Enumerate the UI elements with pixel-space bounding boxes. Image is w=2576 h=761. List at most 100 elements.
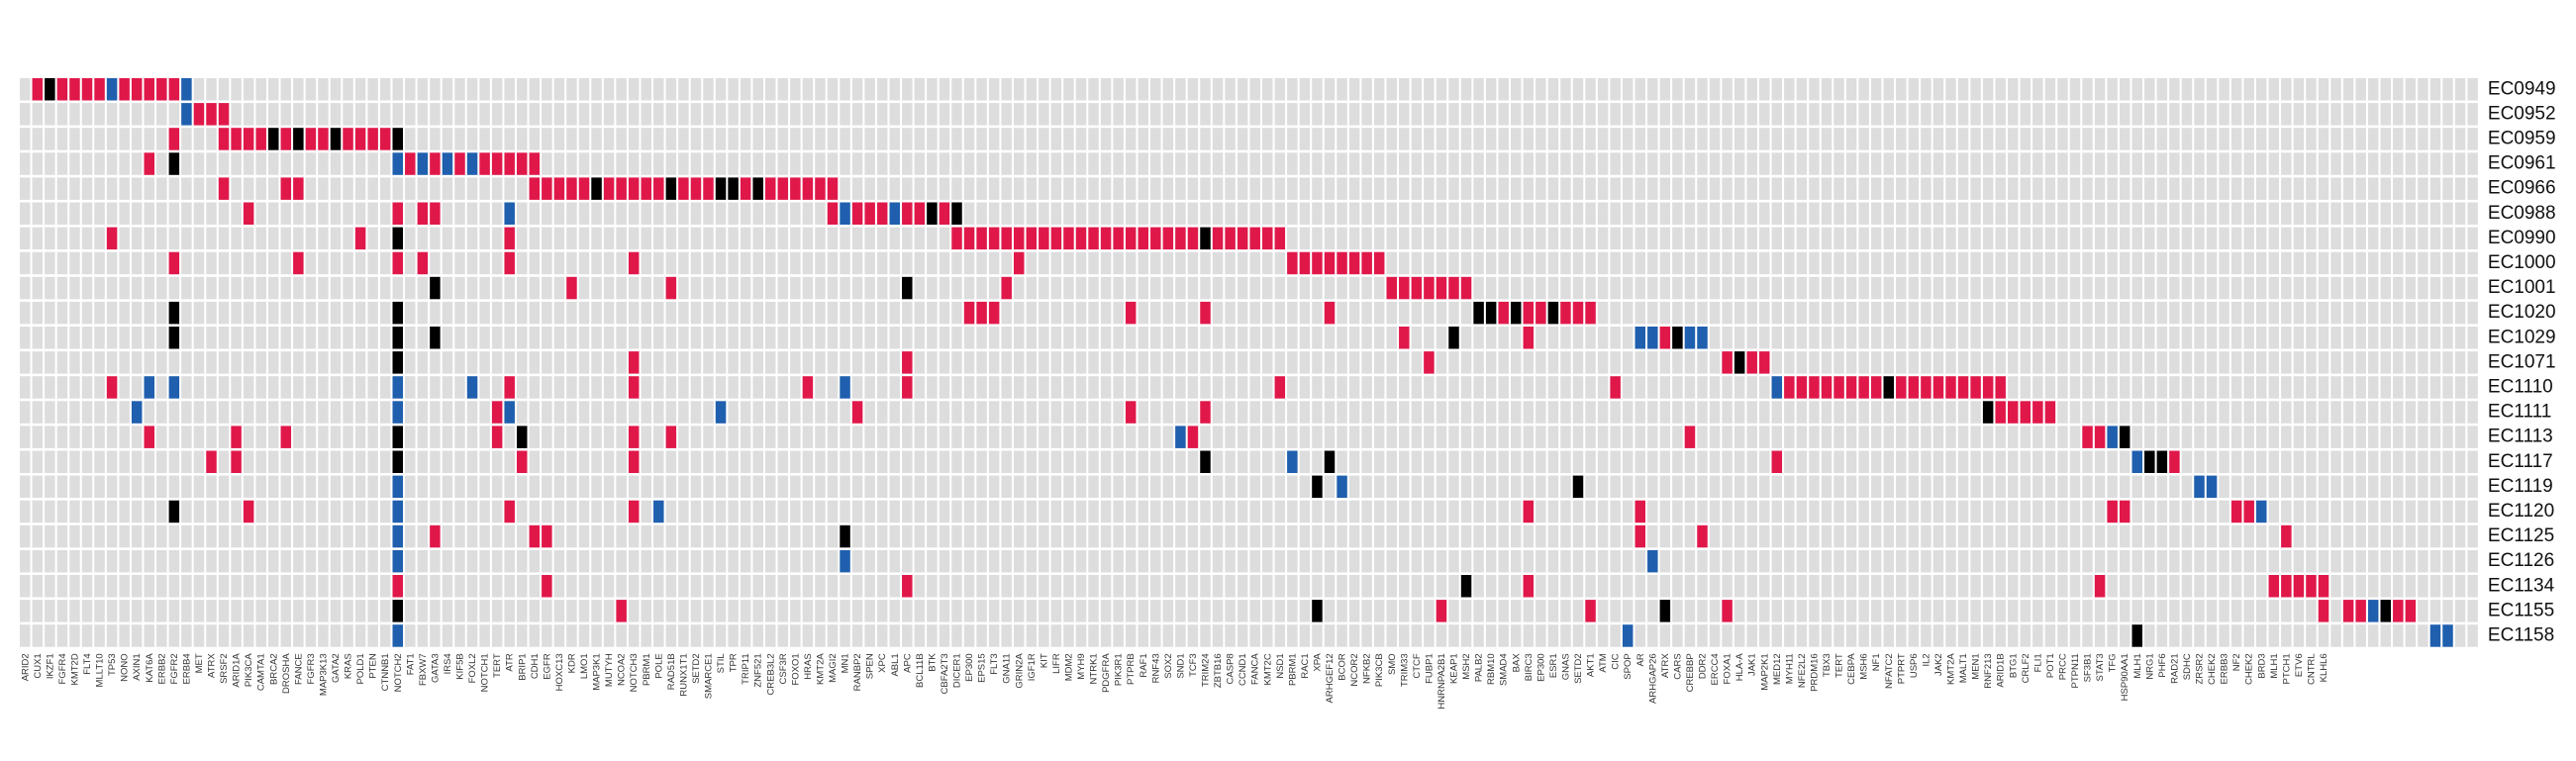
heatmap-cell <box>2020 103 2031 126</box>
heatmap-cell-altered <box>2293 575 2305 598</box>
heatmap-cell <box>1063 78 1074 101</box>
heatmap-cell <box>889 426 900 448</box>
heatmap-cell <box>106 475 118 499</box>
heatmap-cell <box>1982 128 1994 150</box>
heatmap-cell <box>1424 624 1435 647</box>
heatmap-cell <box>379 376 391 399</box>
gene-label: SETD2 <box>1573 653 1584 684</box>
gene-label: TP53 <box>107 653 118 676</box>
gene-label: KMT2A <box>816 653 827 685</box>
heatmap-cell <box>1088 500 1099 523</box>
heatmap-cell <box>603 152 615 175</box>
heatmap-cell <box>1585 575 1596 598</box>
heatmap-cell <box>1039 152 1049 175</box>
heatmap-cell <box>1373 128 1385 150</box>
heatmap-cell <box>1809 202 1820 225</box>
heatmap-cell <box>231 575 242 598</box>
heatmap-cell <box>330 301 342 325</box>
heatmap-cell <box>1536 500 1546 523</box>
heatmap-cell <box>1424 301 1435 325</box>
heatmap-cell <box>777 524 789 548</box>
heatmap-cell <box>1424 103 1435 126</box>
gene-label: BTK <box>927 653 938 672</box>
heatmap-cell <box>542 549 552 573</box>
gene-label: RANBP2 <box>852 653 863 691</box>
heatmap-cell <box>1536 202 1546 225</box>
heatmap-cell <box>616 401 627 424</box>
heatmap-cell <box>553 500 565 523</box>
heatmap-cell <box>417 177 429 200</box>
gene-label: CARS <box>1672 653 1683 679</box>
heatmap-cell <box>2008 327 2019 349</box>
heatmap-cell <box>1945 227 1956 250</box>
gene-label: PRCC <box>2058 653 2069 680</box>
heatmap-cell <box>1411 301 1423 325</box>
heatmap-cell <box>1485 475 1497 499</box>
heatmap-cell-altered <box>430 202 441 225</box>
gene-label: IL2 <box>1921 653 1932 666</box>
heatmap-cell <box>542 500 552 523</box>
heatmap-cell-altered <box>2318 600 2329 622</box>
heatmap-cell <box>1175 575 1186 598</box>
heatmap-cell <box>2293 351 2305 374</box>
heatmap-cell <box>1883 524 1894 548</box>
heatmap-cell <box>2020 475 2031 499</box>
heatmap-cell <box>1734 524 1745 548</box>
heatmap-cell <box>815 600 826 622</box>
heatmap-cell <box>20 376 31 399</box>
heatmap-cell <box>988 202 1000 225</box>
gene-label: STAT3 <box>2095 653 2106 681</box>
heatmap-cell <box>1585 624 1596 647</box>
heatmap-cell <box>119 624 130 647</box>
heatmap-cell-altered <box>2230 500 2242 523</box>
heatmap-cell <box>1138 475 1148 499</box>
heatmap-cell <box>641 152 651 175</box>
heatmap-cell <box>840 475 850 499</box>
heatmap-cell <box>566 327 577 349</box>
heatmap-cell <box>2069 475 2081 499</box>
heatmap-cell <box>2256 202 2267 225</box>
heatmap-cell <box>2380 177 2391 200</box>
heatmap-cell <box>1063 600 1074 622</box>
heatmap-cell <box>318 351 329 374</box>
heatmap-cell <box>1536 600 1546 622</box>
heatmap-cell <box>2293 128 2305 150</box>
heatmap-cell <box>2032 251 2043 275</box>
heatmap-cell <box>1225 376 1236 399</box>
heatmap-cell <box>2467 524 2478 548</box>
heatmap-cell <box>591 202 602 225</box>
heatmap-cell <box>1050 351 1062 374</box>
heatmap-cell <box>1212 103 1224 126</box>
heatmap-cell <box>939 78 950 101</box>
heatmap-cell-altered <box>1858 376 1869 399</box>
heatmap-cell <box>32 327 44 349</box>
heatmap-cell <box>1572 401 1584 424</box>
heatmap-cell <box>1659 376 1671 399</box>
heatmap-cell <box>1635 549 1645 573</box>
heatmap-cell-altered <box>665 177 677 200</box>
heatmap-cell <box>1672 128 1683 150</box>
heatmap-cell <box>2107 600 2118 622</box>
heatmap-cell <box>1547 128 1559 150</box>
heatmap-cell <box>665 103 677 126</box>
heatmap-cell <box>442 426 453 448</box>
heatmap-cell <box>1883 202 1894 225</box>
heatmap-cell <box>517 624 528 647</box>
heatmap-cell <box>2367 426 2379 448</box>
heatmap-cell <box>1511 500 1522 523</box>
heatmap-cell <box>32 227 44 250</box>
heatmap-cell <box>1771 301 1783 325</box>
heatmap-cell <box>988 401 1000 424</box>
heatmap-cell <box>343 475 353 499</box>
heatmap-cell <box>45 450 55 473</box>
heatmap-cell <box>1100 351 1112 374</box>
heatmap-cell <box>517 327 528 349</box>
heatmap-cell <box>293 351 304 374</box>
heatmap-cell <box>1039 177 1049 200</box>
heatmap-cell <box>1448 624 1459 647</box>
heatmap-cell <box>2418 426 2428 448</box>
heatmap-cell <box>790 475 801 499</box>
heatmap-cell <box>1610 276 1621 300</box>
gene-label: POLD1 <box>355 653 366 684</box>
heatmap-cell-altered <box>628 351 640 374</box>
